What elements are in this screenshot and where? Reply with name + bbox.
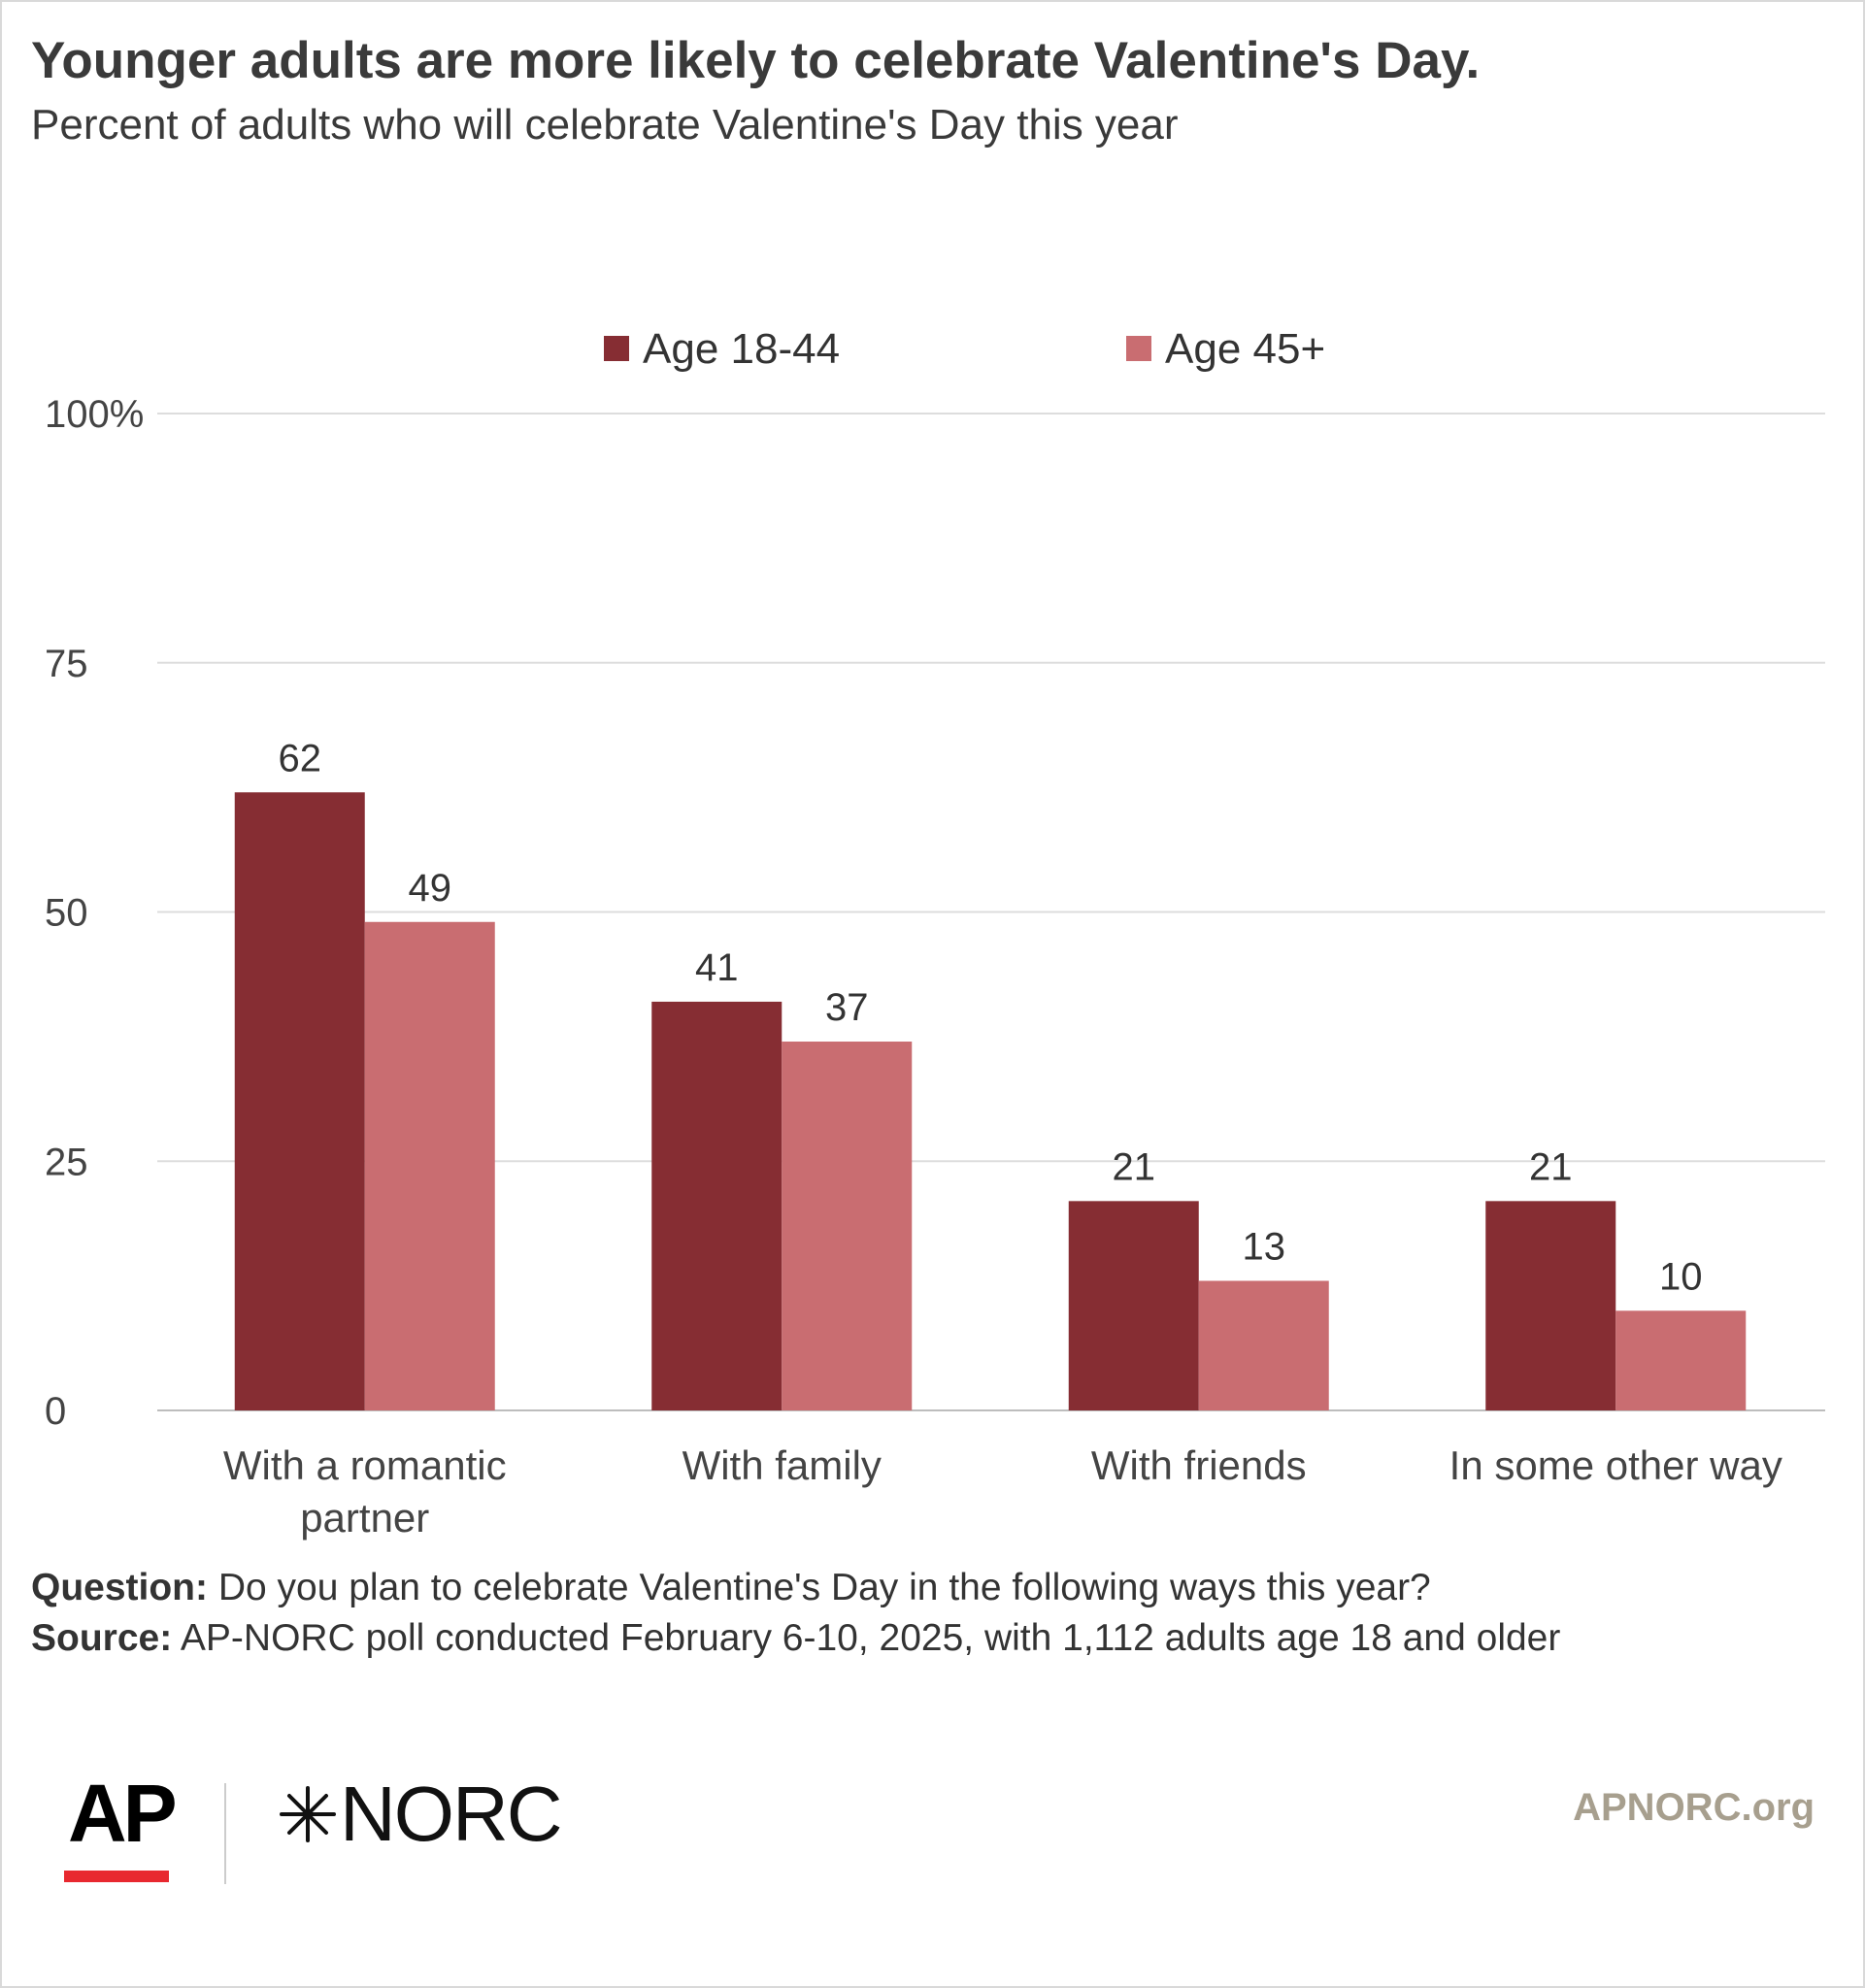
norc-logo: NORC bbox=[276, 1771, 563, 1858]
x-tick-label: With family bbox=[683, 1442, 882, 1488]
question-note: Question: Do you plan to celebrate Valen… bbox=[31, 1563, 1560, 1613]
source-note: Source: AP-NORC poll conducted February … bbox=[31, 1613, 1560, 1664]
x-tick-label: partner bbox=[300, 1495, 429, 1541]
logo-divider bbox=[224, 1783, 226, 1884]
data-label: 41 bbox=[695, 946, 739, 989]
data-label: 21 bbox=[1529, 1145, 1573, 1188]
source-text: AP-NORC poll conducted February 6-10, 20… bbox=[172, 1617, 1561, 1659]
legend-swatch bbox=[1126, 336, 1151, 361]
bar bbox=[782, 1042, 913, 1410]
bar bbox=[1615, 1310, 1747, 1410]
ap-logo: AP bbox=[68, 1768, 178, 1859]
bar bbox=[234, 792, 365, 1410]
data-label: 21 bbox=[1113, 1145, 1156, 1188]
bar bbox=[364, 921, 495, 1410]
chart-title: Younger adults are more likely to celebr… bbox=[31, 32, 1481, 89]
x-tick-label: With friends bbox=[1091, 1442, 1307, 1488]
x-tick-label: In some other way bbox=[1449, 1442, 1782, 1488]
chart-footnotes: Question: Do you plan to celebrate Valen… bbox=[31, 1563, 1560, 1664]
question-text: Do you plan to celebrate Valentine's Day… bbox=[208, 1567, 1431, 1608]
legend-swatch bbox=[604, 336, 629, 361]
y-tick-label: 100% bbox=[45, 393, 144, 436]
y-tick-label: 25 bbox=[45, 1141, 88, 1183]
legend-label: Age 18-44 bbox=[643, 325, 840, 373]
data-label: 49 bbox=[409, 867, 452, 910]
data-label: 10 bbox=[1659, 1255, 1703, 1298]
norc-star-icon bbox=[280, 1786, 336, 1842]
data-label: 37 bbox=[825, 986, 869, 1029]
bar bbox=[1068, 1201, 1199, 1410]
data-label: 62 bbox=[279, 737, 322, 779]
bar bbox=[1485, 1201, 1616, 1410]
apnorc-site-link[interactable]: APNORC.org bbox=[1573, 1786, 1815, 1829]
norc-logo-text: NORC bbox=[340, 1771, 563, 1857]
bar bbox=[1198, 1280, 1329, 1410]
chart-subtitle: Percent of adults who will celebrate Val… bbox=[31, 101, 1179, 149]
x-tick-label: With a romantic bbox=[223, 1442, 507, 1488]
question-label: Question: bbox=[31, 1567, 208, 1608]
y-tick-label: 50 bbox=[45, 892, 88, 935]
bar bbox=[651, 1001, 783, 1410]
data-label: 13 bbox=[1243, 1225, 1286, 1268]
y-tick-label: 75 bbox=[45, 643, 88, 685]
y-tick-label: 0 bbox=[45, 1390, 66, 1433]
source-label: Source: bbox=[31, 1617, 173, 1659]
legend-label: Age 45+ bbox=[1165, 325, 1325, 373]
ap-logo-underline bbox=[64, 1871, 169, 1882]
bar-chart: 0 25 50 75 100% Age 18-44 Age 45+ 62 49 With a ro… bbox=[45, 325, 1825, 1541]
